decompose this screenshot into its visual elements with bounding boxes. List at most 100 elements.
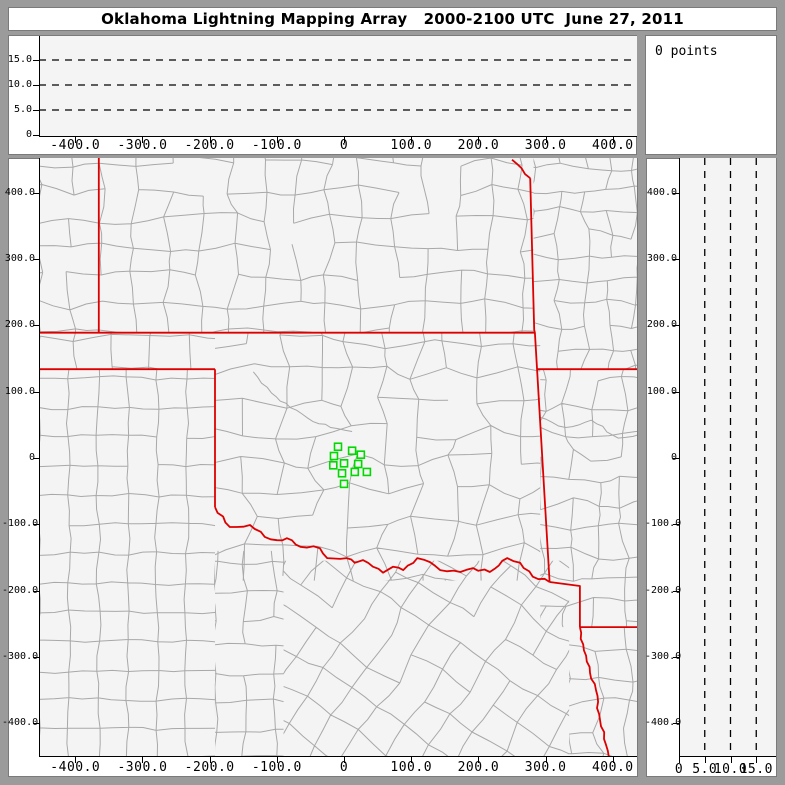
- tick-label: 0: [339, 760, 349, 775]
- state-border-kansas-missouri-oklahoma-arkansas: [529, 178, 551, 583]
- tick-label: -400.0: [645, 717, 682, 729]
- axis-tick: [33, 135, 39, 136]
- tick-label: -200.0: [2, 584, 39, 596]
- tick-label: 300.0: [524, 760, 567, 775]
- plan-view-map-plot[interactable]: [39, 158, 637, 757]
- tick-label: 5.0: [692, 762, 718, 777]
- axis-tick: [344, 137, 346, 143]
- axis-tick: [33, 259, 39, 261]
- lma-station-marker: [350, 467, 360, 477]
- tick-label: 100.0: [646, 385, 677, 397]
- axis-tick: [673, 458, 679, 459]
- axis-tick: [673, 656, 679, 658]
- tick-label: -300.0: [2, 650, 39, 662]
- points-count-label: 0 points: [655, 44, 718, 59]
- county-borders-louisiana: [569, 627, 637, 757]
- tick-label: -200.0: [184, 138, 235, 153]
- axis-tick: [142, 137, 144, 143]
- axis-tick: [33, 590, 39, 592]
- axis-tick: [545, 137, 547, 143]
- county-borders-texas-south: [215, 550, 284, 757]
- lma-station-marker: [337, 468, 347, 478]
- tick-label: 15.0: [7, 54, 32, 65]
- tick-label: -200.0: [645, 584, 682, 596]
- axis-tick: [673, 391, 679, 393]
- axis-tick: [33, 723, 39, 725]
- axis-tick: [209, 137, 211, 143]
- lma-station-marker: [339, 459, 349, 468]
- tick-label: 0: [28, 452, 35, 463]
- lma-station-marker: [339, 479, 349, 489]
- tick-label: -100.0: [251, 760, 302, 775]
- state-border-texas-louisiana: [579, 626, 610, 757]
- tick-label: -400.0: [50, 760, 101, 775]
- tick-label: 0: [674, 762, 684, 777]
- lma-station-marker: [333, 442, 343, 452]
- state-border-texas-arkansas: [549, 581, 581, 628]
- tick-label: 100.0: [390, 138, 433, 153]
- lma-station-marker: [328, 461, 338, 470]
- axis-tick: [276, 757, 278, 763]
- tick-label: 15.0: [739, 762, 773, 777]
- axis-tick: [33, 85, 39, 86]
- tick-label: 0: [25, 129, 32, 140]
- state-border-red-river: [214, 506, 551, 583]
- state-border-kansas-missouri-river: [511, 159, 531, 179]
- county-borders-texas-panhandle: [39, 369, 216, 757]
- tick-label: 10.0: [7, 79, 32, 90]
- axis-tick: [704, 757, 706, 763]
- tick-label: 400.0: [4, 186, 35, 198]
- axis-tick: [209, 757, 211, 763]
- county-borders-texas-southeast: [283, 560, 570, 757]
- lma-station-marker: [353, 459, 363, 469]
- axis-tick: [756, 757, 758, 763]
- tick-label: 5.0: [13, 104, 32, 115]
- tick-label: 100.0: [4, 385, 35, 397]
- points-count-panel: 0 points: [645, 35, 777, 155]
- tick-label: 400.0: [591, 760, 634, 775]
- tick-label: 400.0: [591, 138, 634, 153]
- tick-label: -400.0: [2, 717, 39, 729]
- tick-label: -100.0: [645, 518, 682, 530]
- lma-station-marker: [362, 467, 372, 477]
- river-line: [252, 371, 353, 432]
- lma-station-marker: [347, 446, 357, 456]
- axis-tick: [673, 723, 679, 725]
- northsouth-vs-altitude-plot[interactable]: [679, 158, 776, 757]
- tick-label: -300.0: [117, 760, 168, 775]
- tick-label: 200.0: [457, 760, 500, 775]
- tick-label: 100.0: [390, 760, 433, 775]
- altitude-vs-eastwest-plot[interactable]: [39, 36, 637, 137]
- axis-tick: [33, 110, 39, 111]
- tick-label: 10.0: [713, 762, 748, 777]
- axis-tick: [276, 137, 278, 143]
- tick-label: 300.0: [4, 253, 35, 265]
- axis-tick: [478, 137, 480, 143]
- tick-label: -200.0: [184, 760, 235, 775]
- river-line: [538, 416, 637, 439]
- tick-label: 0: [645, 453, 677, 463]
- tick-label: -400.0: [50, 138, 101, 153]
- county-borders-kansas-colorado: [39, 158, 534, 333]
- axis-tick: [33, 656, 39, 658]
- title-bar: Oklahoma Lightning Mapping Array 2000-21…: [8, 7, 777, 31]
- tick-label: 300.0: [524, 138, 567, 153]
- axis-tick: [142, 757, 144, 763]
- axis-tick: [411, 757, 413, 763]
- tick-label: 400.0: [646, 186, 677, 198]
- axis-tick: [411, 137, 413, 143]
- axis-tick: [344, 757, 346, 763]
- axis-tick: [545, 757, 547, 763]
- axis-tick: [730, 757, 732, 763]
- axis-tick: [673, 325, 679, 327]
- axis-tick: [478, 757, 480, 763]
- tick-label: -300.0: [117, 138, 168, 153]
- tick-label: 200.0: [457, 138, 500, 153]
- tick-label: -300.0: [645, 650, 682, 662]
- axis-tick: [33, 60, 39, 61]
- axis-tick: [673, 192, 679, 194]
- axis-tick: [33, 458, 39, 459]
- tick-label: -100.0: [251, 138, 302, 153]
- axis-tick: [673, 524, 679, 526]
